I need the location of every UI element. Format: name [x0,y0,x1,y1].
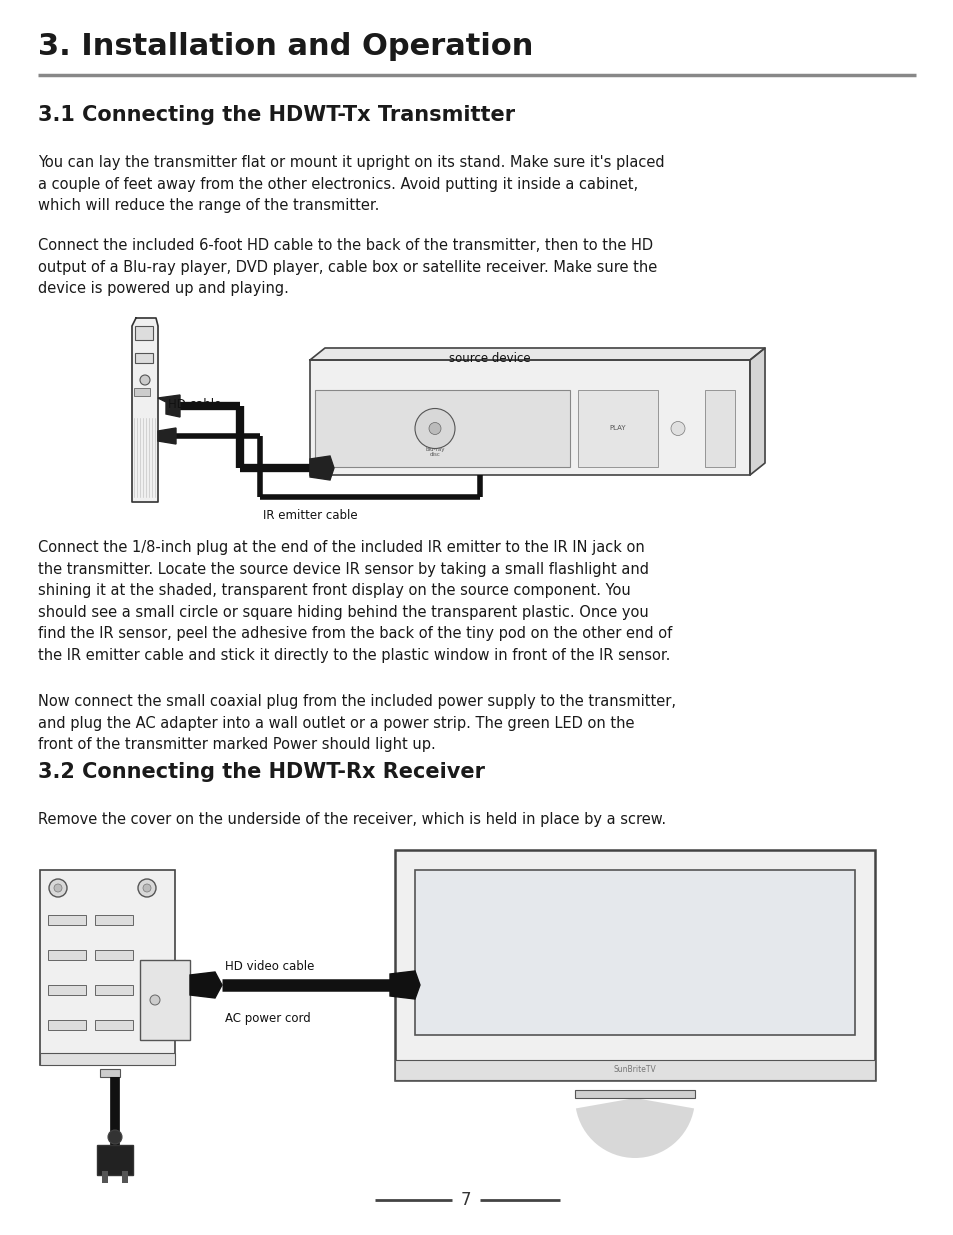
Circle shape [108,1130,122,1144]
Text: Connect the included 6‑foot HD cable to the back of the transmitter, then to the: Connect the included 6‑foot HD cable to … [38,238,657,296]
Bar [40,869,174,1065]
FancyBboxPatch shape [95,915,132,925]
Text: You can lay the transmitter flat or mount it upright on its stand. Make sure it': You can lay the transmitter flat or moun… [38,156,664,214]
Polygon shape [158,429,175,445]
Bar [122,1171,128,1183]
Text: Now connect the small coaxial plug from the included power supply to the transmi: Now connect the small coaxial plug from … [38,694,676,752]
FancyBboxPatch shape [704,390,734,467]
FancyBboxPatch shape [395,850,874,1079]
FancyBboxPatch shape [95,986,132,995]
Polygon shape [390,971,419,999]
Text: PLAY: PLAY [609,426,626,431]
Text: SunBriteTV: SunBriteTV [613,1066,656,1074]
FancyBboxPatch shape [48,1020,86,1030]
Bar [97,1145,132,1174]
FancyBboxPatch shape [95,1055,132,1065]
Text: source device: source device [449,352,530,366]
Text: 3.1 Connecting the HDWT-Tx Transmitter: 3.1 Connecting the HDWT-Tx Transmitter [38,105,515,125]
Bar [314,390,569,467]
Wedge shape [576,1098,694,1158]
Bar [310,359,749,475]
FancyBboxPatch shape [48,950,86,960]
FancyBboxPatch shape [133,388,150,396]
Bar [40,1053,174,1065]
FancyBboxPatch shape [135,353,152,363]
Polygon shape [310,348,764,359]
Text: Remove the cover on the underside of the receiver, which is held in place by a s: Remove the cover on the underside of the… [38,811,665,827]
Text: blu-ray
disc: blu-ray disc [425,447,444,457]
FancyBboxPatch shape [48,915,86,925]
Bar [100,1070,120,1077]
Polygon shape [190,972,222,998]
Text: 7: 7 [460,1191,471,1209]
Circle shape [415,409,455,448]
Circle shape [143,884,151,892]
Text: IR emitter cable: IR emitter cable [262,509,357,522]
Circle shape [138,879,156,897]
Circle shape [140,375,150,385]
Bar [395,1060,874,1079]
Circle shape [49,879,67,897]
Bar [102,1171,108,1183]
FancyBboxPatch shape [95,1020,132,1030]
Circle shape [54,884,62,892]
Text: AC power cord: AC power cord [225,1011,311,1025]
FancyBboxPatch shape [48,1055,86,1065]
FancyBboxPatch shape [578,390,658,467]
Text: HD cable: HD cable [168,398,221,411]
Polygon shape [310,456,334,480]
FancyBboxPatch shape [48,986,86,995]
Bar [415,869,854,1035]
FancyBboxPatch shape [95,950,132,960]
Polygon shape [749,348,764,475]
Circle shape [429,422,440,435]
Polygon shape [158,395,180,417]
Bar [140,960,190,1040]
Text: Connect the 1/8‑inch plug at the end of the included IR emitter to the IR IN jac: Connect the 1/8‑inch plug at the end of … [38,540,672,663]
Text: 3.2 Connecting the HDWT-Rx Receiver: 3.2 Connecting the HDWT-Rx Receiver [38,762,484,782]
Circle shape [150,995,160,1005]
FancyBboxPatch shape [135,326,152,340]
Polygon shape [132,317,158,501]
Text: HD video cable: HD video cable [225,960,314,973]
Text: 3. Installation and Operation: 3. Installation and Operation [38,32,533,61]
Bar [575,1091,695,1098]
Circle shape [670,421,684,436]
